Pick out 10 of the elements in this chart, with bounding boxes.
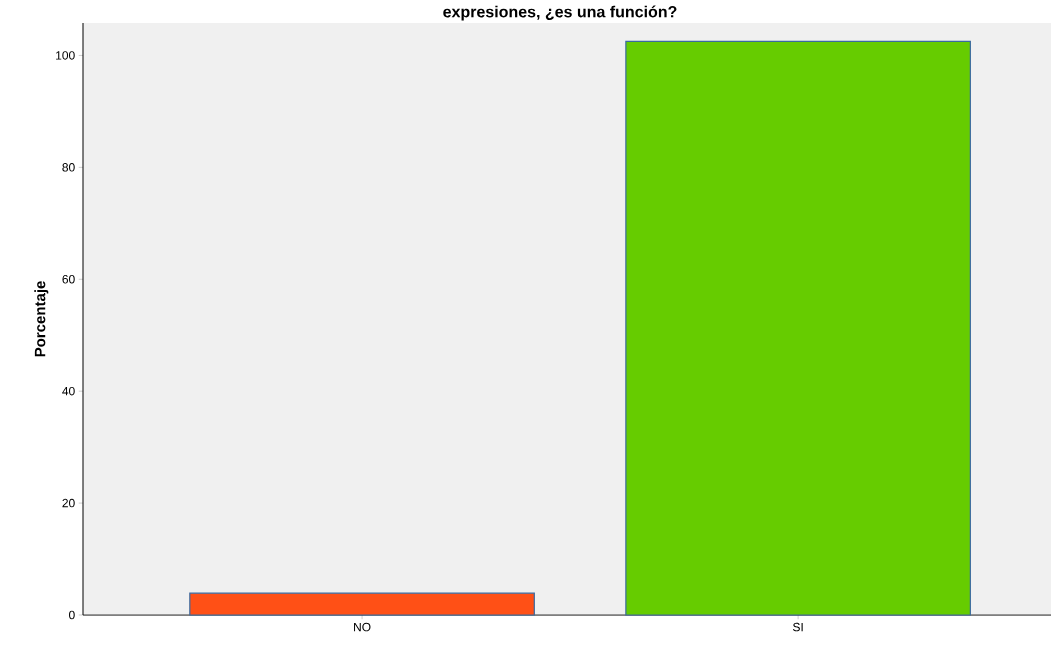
y-tick-label: 40 <box>62 386 75 396</box>
x-tick-label: NO <box>354 622 371 632</box>
y-tick-label: 100 <box>56 51 75 60</box>
y-tick-label: 0 <box>69 610 75 620</box>
y-axis-title: Porcentaje <box>34 281 49 357</box>
y-tick-label: 20 <box>62 498 75 508</box>
y-tick-label: 80 <box>62 163 75 172</box>
chart-title: expresiones, ¿es una función? <box>443 5 677 21</box>
y-tick-label: 60 <box>62 275 75 284</box>
x-tick-label: SI <box>792 622 803 632</box>
